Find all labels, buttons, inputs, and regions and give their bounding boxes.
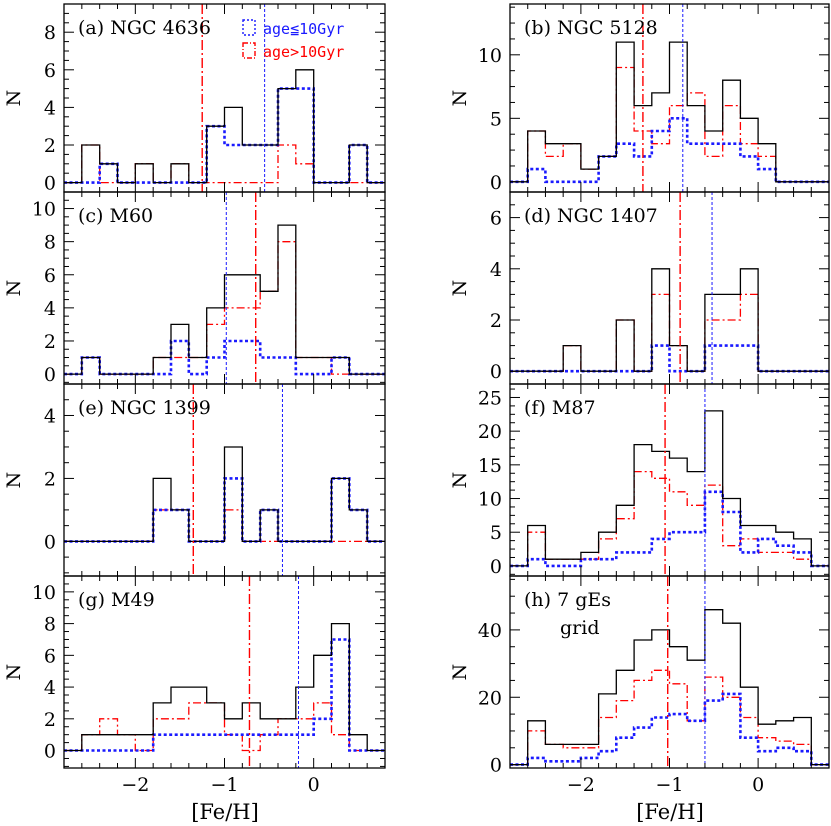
y-tick-label-f: 10: [478, 489, 502, 511]
y-tick-label-b: 0: [490, 172, 502, 194]
y-tick-label-c: 2: [44, 331, 56, 353]
x-tick-label-h: −1: [655, 774, 683, 796]
panel-label-a: (a) NGC 4636: [78, 17, 211, 39]
panel-g: 0 2 4 6 8 10 N (g) M49 −2 −1 0: [3, 575, 386, 796]
y-tick-label-d: 4: [490, 259, 502, 281]
y-tick-label-g: 8: [44, 614, 56, 636]
series-all-g: [64, 622, 385, 752]
y-tick-label-g: 4: [44, 677, 56, 699]
x-tick-label-h: −2: [567, 774, 595, 796]
panel-h: 0 20 40 N (h) 7 gEs grid −2 −1 0: [449, 575, 830, 796]
series-all-h: [510, 609, 829, 766]
y-tick-label-b: 5: [490, 108, 502, 130]
y-tick-label-b: 10: [478, 45, 502, 67]
y-tick-label-f: 0: [490, 556, 502, 578]
y-axis-label-c: N: [3, 280, 25, 297]
y-tick-label-a: 6: [44, 60, 56, 82]
series-old-b: [510, 66, 829, 183]
panels-group: 0 2 4 6 8 N (a) NGC 4636 0 5 10 N (b) NGC 5128 0 2 4 6 8…: [3, 3, 830, 796]
series-all-f: [510, 410, 829, 567]
panel-f: 0 5 10 15 20 25 N (f) M87: [449, 383, 830, 578]
series-old-g: [64, 702, 385, 752]
y-tick-label-d: 2: [490, 310, 502, 332]
legend-old-swatch: [242, 42, 256, 59]
y-tick-label-h: 40: [478, 620, 502, 642]
y-axis-label-e: N: [3, 472, 25, 489]
y-tick-label-g: 0: [44, 741, 56, 763]
series-all-e: [64, 446, 385, 543]
x-tick-label-g: 0: [308, 774, 320, 796]
panel-b: 0 5 10 N (b) NGC 5128: [449, 3, 830, 194]
x-tick-label-g: −1: [210, 774, 238, 796]
y-tick-label-d: 0: [490, 361, 502, 383]
y-tick-label-g: 2: [44, 709, 56, 731]
x-axis-label-left: [Fe/H]: [191, 800, 259, 824]
y-axis-label-h: N: [449, 664, 471, 681]
panel-sublabel-h: grid: [560, 617, 599, 639]
y-tick-label-f: 25: [478, 387, 502, 409]
panel-label-c: (c) M60: [78, 205, 153, 227]
panel-label-g: (g) M49: [78, 589, 155, 611]
y-axis-label-g: N: [3, 664, 25, 681]
y-tick-label-d: 6: [490, 208, 502, 230]
y-axis-label-d: N: [449, 280, 471, 297]
series-young-c: [64, 339, 385, 376]
y-axis-label-b: N: [449, 90, 471, 107]
y-tick-label-c: 0: [44, 364, 56, 386]
y-tick-label-c: 6: [44, 265, 56, 287]
y-tick-label-e: 4: [44, 405, 56, 427]
y-axis-label-f: N: [449, 472, 471, 489]
y-tick-label-a: 0: [44, 173, 56, 195]
y-tick-label-h: 20: [478, 687, 502, 709]
series-young-d: [510, 344, 829, 373]
series-old-h: [510, 669, 829, 766]
y-tick-label-a: 2: [44, 135, 56, 157]
panel-label-b: (b) NGC 5128: [524, 17, 658, 39]
legend: age≦10Gyr age>10Gyr: [242, 19, 344, 61]
x-tick-label-g: −2: [121, 774, 149, 796]
panel-d: 0 2 4 6 N (d) NGC 1407: [449, 191, 830, 385]
y-tick-label-a: 4: [44, 97, 56, 119]
panel-c: 0 2 4 6 8 10 N (c) M60: [3, 191, 386, 386]
x-tick-label-h: 0: [752, 774, 764, 796]
series-all-b: [510, 41, 829, 183]
series-old-f: [510, 470, 829, 567]
y-tick-label-a: 8: [44, 22, 56, 44]
y-tick-label-e: 0: [44, 531, 56, 553]
y-axis-label-a: N: [3, 90, 25, 107]
y-tick-label-c: 4: [44, 298, 56, 320]
legend-old-label: age>10Gyr: [263, 43, 344, 61]
y-tick-label-c: 8: [44, 232, 56, 254]
legend-young-swatch: [242, 19, 256, 36]
panel-label-f: (f) M87: [524, 397, 596, 419]
series-all-c: [64, 224, 385, 375]
y-tick-label-c: 10: [32, 199, 56, 221]
panel-label-d: (d) NGC 1407: [524, 205, 658, 227]
y-tick-label-g: 6: [44, 645, 56, 667]
y-tick-label-e: 2: [44, 468, 56, 490]
panel-a: 0 2 4 6 8 N (a) NGC 4636: [3, 3, 386, 195]
y-tick-label-f: 20: [478, 421, 502, 443]
y-tick-label-f: 15: [478, 455, 502, 477]
series-young-h: [510, 692, 829, 766]
y-tick-label-g: 10: [32, 582, 56, 604]
y-tick-label-h: 0: [490, 755, 502, 777]
panel-e: 0 2 4 N (e) NGC 1399: [3, 383, 386, 577]
series-young-f: [510, 490, 829, 568]
panel-label-h: (h) 7 gEs: [524, 589, 611, 611]
y-tick-label-f: 5: [490, 522, 502, 544]
series-young-b: [510, 117, 829, 184]
panel-label-e: (e) NGC 1399: [78, 397, 211, 419]
series-young-a: [64, 87, 385, 184]
series-young-g: [64, 638, 385, 752]
series-all-d: [510, 268, 829, 372]
series-all-a: [64, 69, 385, 184]
x-axis-label-right: [Fe/H]: [636, 800, 704, 824]
legend-young-label: age≦10Gyr: [263, 20, 344, 38]
